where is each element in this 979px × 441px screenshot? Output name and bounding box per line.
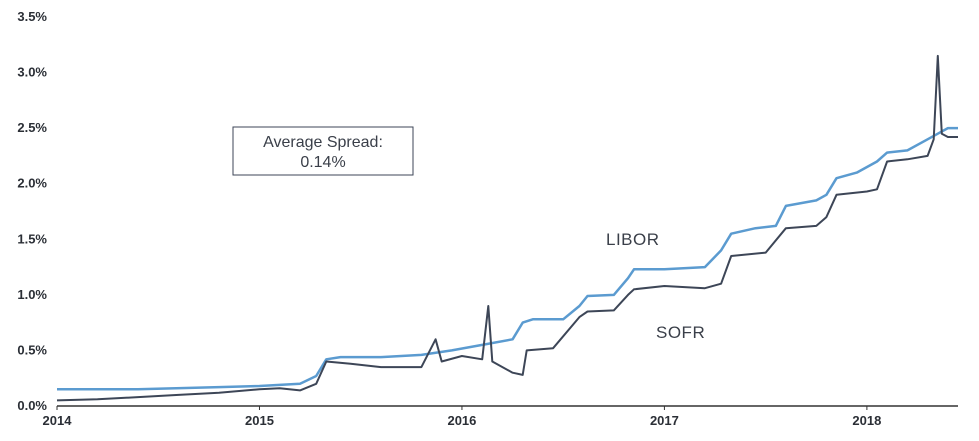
annotation-box [232,126,414,176]
y-tick-label: 0.0% [17,398,47,413]
y-tick-label: 0.5% [17,342,47,357]
average-spread-annotation: Average Spread: 0.14% [232,126,414,176]
y-tick-label: 3.5% [17,9,47,24]
x-axis-ticks: 2014 2015 2016 2017 2018 [43,406,881,428]
y-tick-label: 2.5% [17,120,47,135]
y-tick-label: 3.0% [17,65,47,80]
series-line-sofr [56,54,958,402]
annotation-line-2: 0.14% [300,154,345,171]
y-tick-label: 1.0% [17,287,47,302]
x-tick-label: 2016 [447,413,476,428]
series-line-libor [57,126,958,391]
sofr-label: SOFR [656,323,705,342]
x-tick-label: 2017 [650,413,679,428]
annotation-line-1: Average Spread: [263,134,383,151]
x-tick-label: 2015 [245,413,274,428]
y-tick-label: 1.5% [17,231,47,246]
libor-label: LIBOR [606,230,660,249]
x-tick-label: 2014 [43,413,73,428]
y-axis-ticks: 0.0% 0.5% 1.0% 1.5% 2.0% 2.5% 3.0% 3.5% [17,9,47,413]
y-tick-label: 2.0% [17,176,47,191]
series-lines [56,54,958,402]
x-tick-label: 2018 [852,413,881,428]
